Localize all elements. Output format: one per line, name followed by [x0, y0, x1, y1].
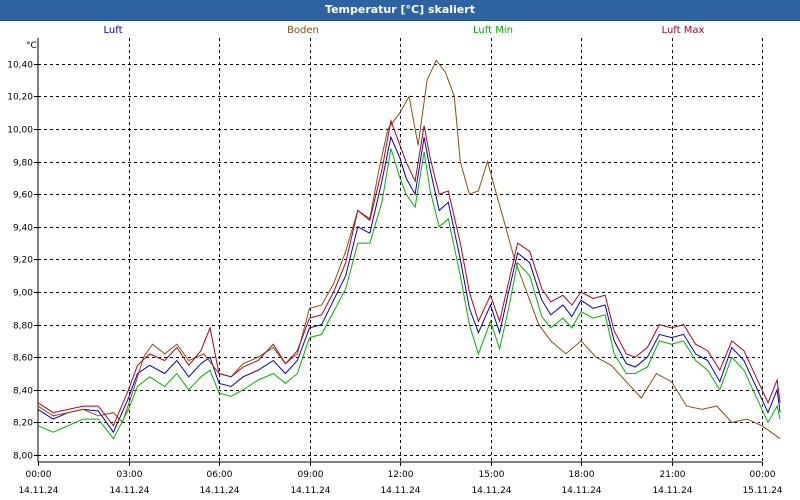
y-tick-label: 8,60: [13, 354, 33, 364]
x-tick-date: 14.11.24: [471, 486, 511, 496]
x-tick-time: 15:00: [479, 470, 505, 480]
x-tick-date: 14.11.24: [199, 486, 239, 496]
series-line-luft: [37, 135, 781, 434]
legend: Luft Boden Luft Min Luft Max: [104, 25, 705, 36]
legend-item-boden: Boden: [287, 25, 319, 36]
x-tick-date: 14.11.24: [561, 486, 601, 496]
y-tick-label: 8,20: [13, 419, 33, 429]
x-tick-date: 14.11.24: [18, 486, 58, 496]
x-tick-labels: 00:00 14.11.24 03:00 14.11.24 06:00 14.11.24 0…: [18, 470, 782, 496]
series-line-luft-max: [37, 118, 781, 427]
y-tick-labels: 8,00 8,20 8,40 8,60 8,80 9,00 9,20 9,40 9,60 9,80…: [7, 61, 33, 462]
x-tick-date: 14.11.24: [652, 486, 692, 496]
y-tick-label: 9,80: [13, 159, 33, 169]
y-tick-label: 8,40: [13, 387, 33, 397]
x-tick-time: 03:00: [117, 470, 143, 480]
series-line-luft-min: [37, 148, 781, 440]
y-tick-label: 8,80: [13, 322, 33, 332]
x-tick-time: 00:00: [26, 470, 52, 480]
y-tick-label: 9,20: [13, 256, 33, 266]
legend-item-luft-max: Luft Max: [662, 25, 705, 36]
x-tick-time: 18:00: [569, 470, 595, 480]
x-tick-time: 09:00: [298, 470, 324, 480]
y-tick-label: 9,60: [13, 191, 33, 201]
x-tick-date: 14.11.24: [290, 486, 330, 496]
y-tick-label: 9,00: [13, 289, 33, 299]
y-tick-label: 10,40: [7, 61, 33, 71]
series-line-boden: [37, 59, 781, 440]
x-tick-time: 06:00: [207, 470, 233, 480]
x-tick-time: 12:00: [388, 470, 414, 480]
y-tick-label: 8,00: [13, 452, 33, 462]
x-tick-date: 14.11.24: [109, 486, 149, 496]
y-tick-label: 9,40: [13, 224, 33, 234]
y-tick-label: 10,20: [7, 93, 33, 103]
legend-item-luft: Luft: [104, 25, 123, 36]
x-tick-date: 15.11.24: [742, 486, 782, 496]
x-tick-date: 14.11.24: [380, 486, 420, 496]
grid: [34, 38, 763, 466]
legend-item-luft-min: Luft Min: [473, 25, 513, 36]
series-group: [37, 59, 781, 440]
y-axis-label: °C: [26, 41, 37, 51]
x-tick-time: 00:00: [750, 470, 776, 480]
x-tick-time: 21:00: [660, 470, 686, 480]
title-bar: Temperatur [°C] skaliert: [0, 0, 800, 21]
y-tick-label: 10,00: [7, 126, 33, 136]
window-title: Temperatur [°C] skaliert: [325, 3, 475, 16]
